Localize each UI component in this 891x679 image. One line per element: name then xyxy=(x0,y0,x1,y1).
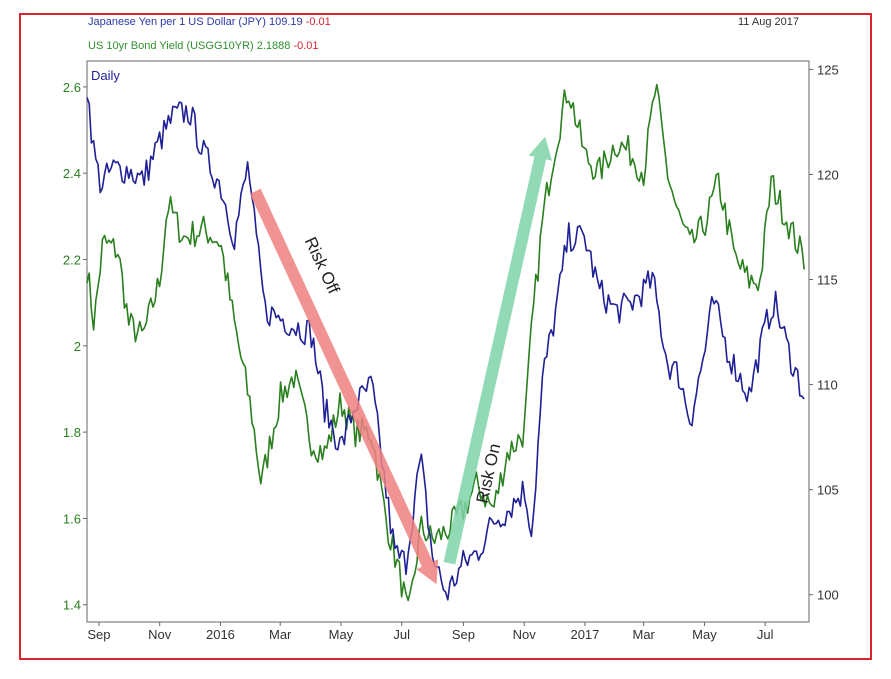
legend-jpy: Japanese Yen per 1 US Dollar (JPY) 109.1… xyxy=(88,16,331,28)
x-tick-label: May xyxy=(329,627,354,642)
period-label: Daily xyxy=(91,68,120,83)
legend-jpy-value: 109.19 xyxy=(269,16,303,28)
x-axis: Sep Nov 2016 Mar May Jul Sep Nov 2017 Mar May Jul xyxy=(87,622,774,642)
y-right-tick-label: 120 xyxy=(817,167,839,182)
x-tick-label: Nov xyxy=(513,627,537,642)
plot-area xyxy=(86,60,810,623)
y-left-axis: 1.4 1.6 1.8 2 2.2 2.4 2.6 xyxy=(63,80,87,613)
y-right-tick-label: 100 xyxy=(817,588,839,603)
x-tick-label: Jul xyxy=(757,627,774,642)
risk-on-arrow xyxy=(443,136,552,565)
y-left-tick-label: 1.8 xyxy=(63,425,81,440)
x-tick-label: May xyxy=(692,627,717,642)
x-tick-label: Nov xyxy=(148,627,172,642)
y-right-tick-label: 110 xyxy=(817,378,838,393)
risk-off-arrow xyxy=(249,188,439,585)
y-left-tick-label: 2.2 xyxy=(63,253,81,268)
date-label: 11 Aug 2017 xyxy=(738,16,799,28)
x-tick-label: 2016 xyxy=(206,627,235,642)
y-right-tick-label: 115 xyxy=(817,273,838,288)
x-tick-label: 2017 xyxy=(570,627,599,642)
bond-yield-series-line xyxy=(86,83,805,602)
legend-bond-name: US 10yr Bond Yield (USGG10YR) xyxy=(88,40,254,52)
legend-jpy-change: -0.01 xyxy=(305,16,331,28)
legend-bond: US 10yr Bond Yield (USGG10YR) 2.1888 -0.… xyxy=(88,40,319,52)
y-right-axis: 100 105 110 115 120 125 xyxy=(809,62,839,603)
series-layer xyxy=(86,83,805,602)
y-left-tick-label: 2 xyxy=(74,339,81,354)
x-tick-label: Mar xyxy=(632,627,655,642)
y-right-tick-label: 125 xyxy=(817,62,839,77)
legend-bond-change: -0.01 xyxy=(293,40,319,52)
legend-jpy-name: Japanese Yen per 1 US Dollar (JPY) xyxy=(88,16,266,28)
legend-bond-value: 2.1888 xyxy=(256,40,291,52)
x-tick-label: Sep xyxy=(87,627,110,642)
x-tick-label: Sep xyxy=(452,627,475,642)
y-left-tick-label: 1.4 xyxy=(63,598,81,613)
y-left-tick-label: 2.6 xyxy=(63,80,81,95)
chart-frame xyxy=(19,13,872,660)
x-tick-label: Mar xyxy=(269,627,292,642)
x-tick-label: Jul xyxy=(393,627,410,642)
y-left-tick-label: 2.4 xyxy=(63,166,81,181)
y-left-tick-label: 1.6 xyxy=(63,511,81,526)
y-right-tick-label: 105 xyxy=(817,483,839,498)
jpy-series-line xyxy=(86,97,805,601)
